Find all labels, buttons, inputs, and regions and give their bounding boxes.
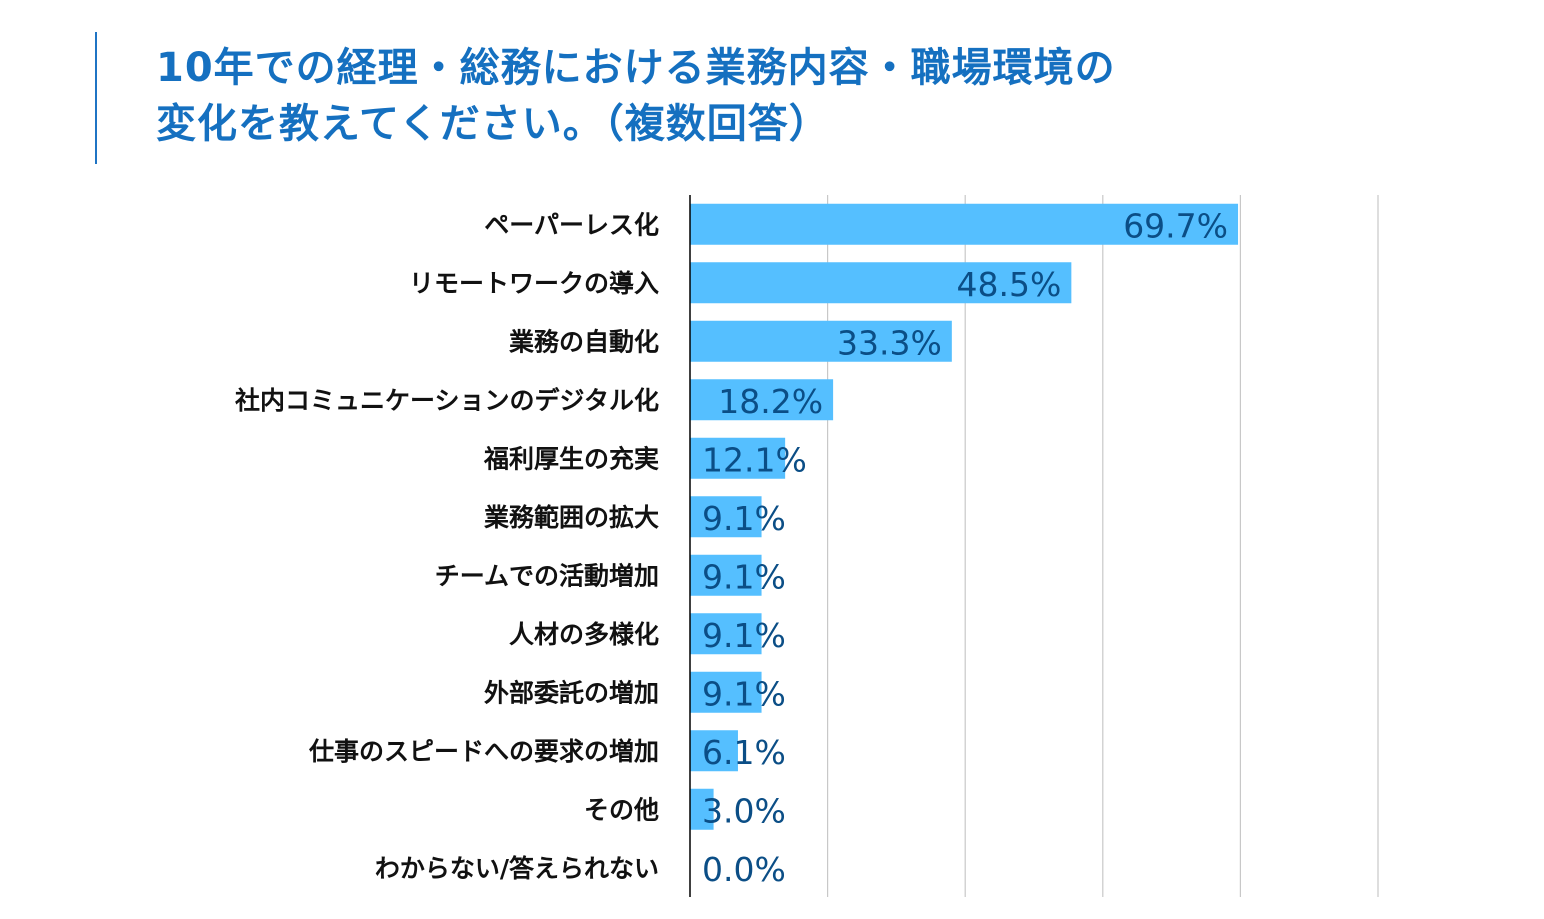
gridlines bbox=[826, 195, 1379, 897]
value-label: 9.1% bbox=[702, 674, 786, 713]
value-label: 33.3% bbox=[837, 323, 942, 362]
bar bbox=[690, 730, 738, 772]
value-label: 18.2% bbox=[718, 382, 823, 421]
value-label: 9.1% bbox=[702, 557, 786, 596]
value-labels: 69.7% 48.5% 33.3% 18.2% 12.1% 9.1% 9.1% 9.1% 9.1… bbox=[702, 206, 1228, 889]
category-label: 業務の自動化 bbox=[509, 327, 659, 356]
bar bbox=[690, 437, 786, 479]
bar bbox=[690, 496, 762, 538]
title-accent-bar bbox=[95, 32, 97, 164]
bar bbox=[690, 379, 834, 421]
value-label: 3.0% bbox=[702, 791, 786, 830]
category-label: 社内コミュニケーションのデジタル化 bbox=[235, 386, 659, 415]
bar bbox=[690, 320, 952, 362]
bar bbox=[690, 671, 762, 713]
bar bbox=[690, 554, 762, 596]
category-label: 人材の多様化 bbox=[509, 620, 659, 649]
value-label: 69.7% bbox=[1123, 206, 1228, 245]
category-label: リモートワークの導入 bbox=[409, 269, 659, 298]
category-label: 業務範囲の拡大 bbox=[484, 503, 659, 532]
category-label: その他 bbox=[584, 795, 659, 824]
chart-title-line-1: 10年での経理・総務における業務内容・職場環境の bbox=[156, 45, 1116, 91]
category-labels: ペーパーレス化リモートワークの導入業務の自動化社内コミュニケーションのデジタル化… bbox=[235, 210, 659, 883]
value-label: 6.1% bbox=[702, 733, 786, 772]
bar bbox=[690, 613, 762, 655]
category-label: わからない/答えられない bbox=[375, 854, 659, 883]
value-label: 12.1% bbox=[702, 440, 807, 479]
value-label: 0.0% bbox=[702, 850, 786, 889]
value-label: 9.1% bbox=[702, 499, 786, 538]
bar bbox=[690, 203, 1239, 245]
bar bbox=[690, 788, 714, 830]
category-label: ペーパーレス化 bbox=[484, 210, 659, 239]
value-label: 48.5% bbox=[957, 265, 1062, 304]
value-label: 9.1% bbox=[702, 616, 786, 655]
bars bbox=[690, 203, 1239, 830]
chart-title-line-2: 変化を教えてください。（複数回答） bbox=[156, 101, 830, 147]
category-label: 福利厚生の充実 bbox=[483, 444, 659, 473]
category-label: 仕事のスピードへの要求の増加 bbox=[308, 737, 659, 766]
category-label: 外部委託の増加 bbox=[484, 678, 659, 707]
category-label: チームでの活動増加 bbox=[435, 561, 659, 590]
chart-title: 10年での経理・総務における業務内容・職場環境の 変化を教えてください。（複数回… bbox=[156, 40, 1116, 152]
bar bbox=[690, 262, 1072, 304]
